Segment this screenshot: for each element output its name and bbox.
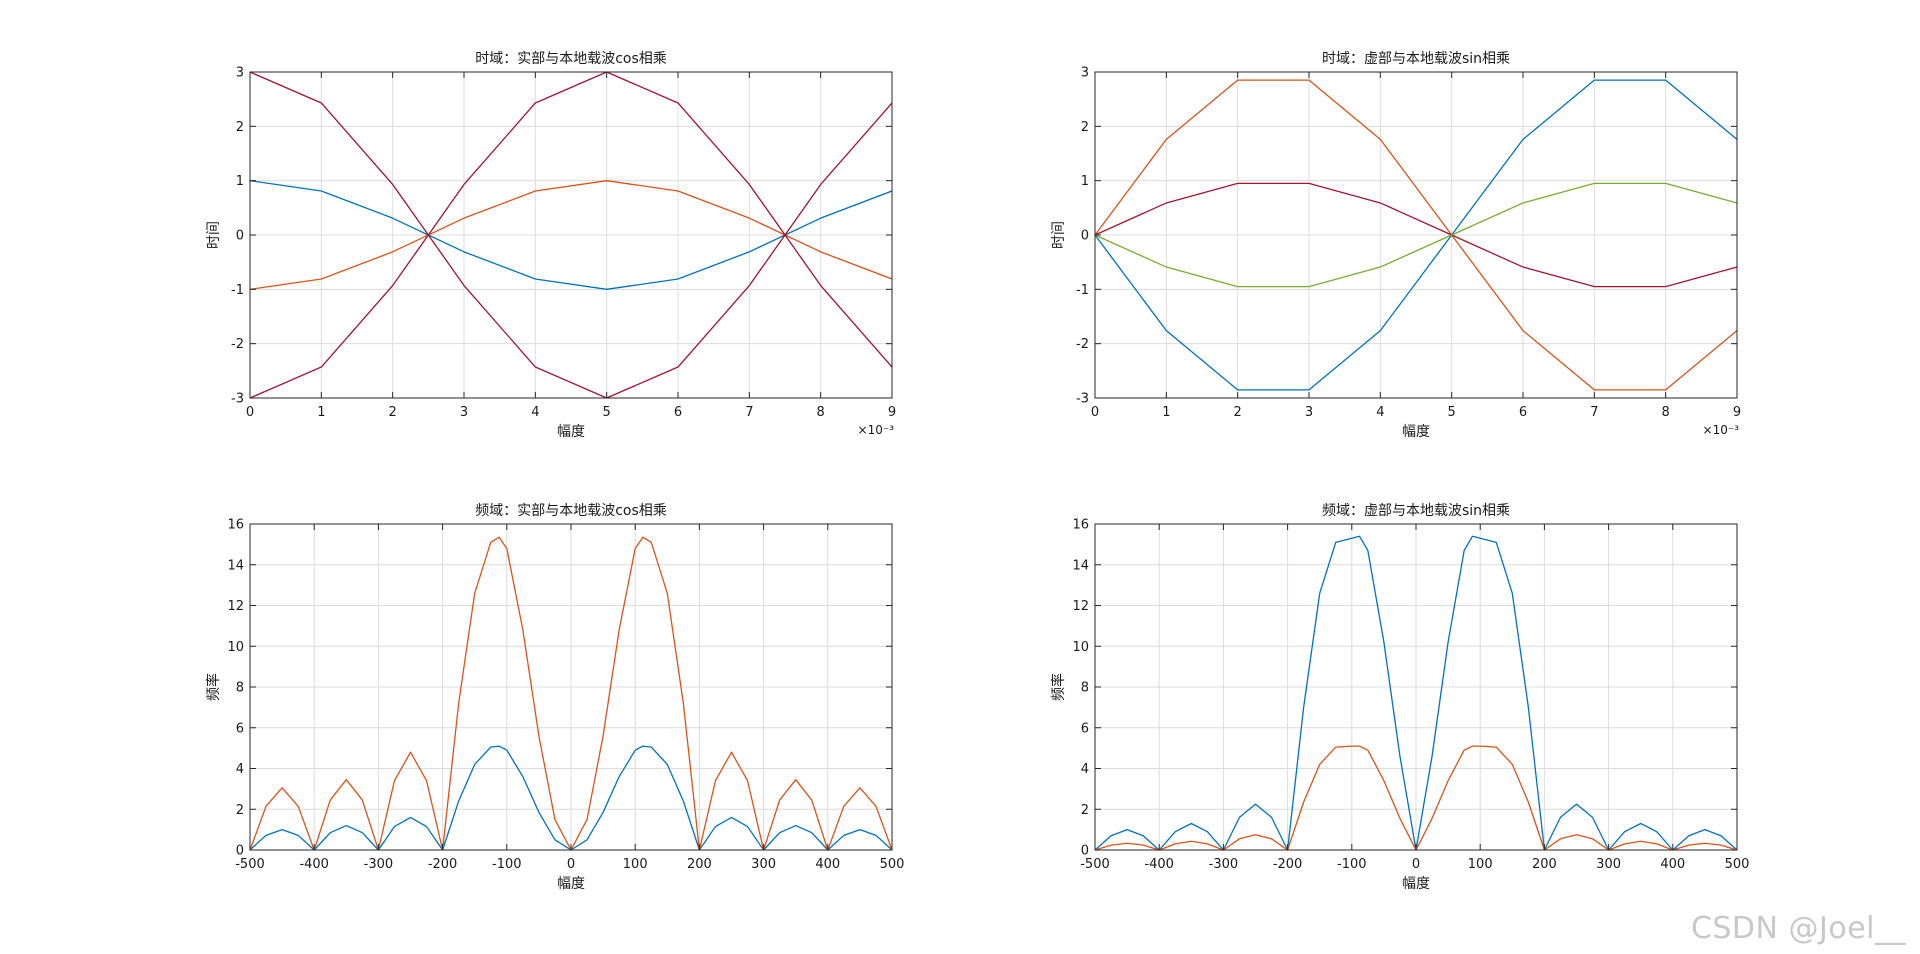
x-tick-label: 2	[1234, 405, 1242, 420]
y-tick-label: 8	[236, 681, 244, 696]
x-tick-label: 300	[751, 857, 776, 872]
y-tick-label: 10	[1072, 640, 1089, 655]
y-tick-label: -1	[1076, 283, 1089, 298]
x-tick-label: 0	[246, 405, 254, 420]
x-tick-label: 400	[815, 857, 840, 872]
x-tick-label: 3	[1305, 405, 1313, 420]
watermark-text: CSDN @Joel__	[1690, 911, 1906, 946]
x-tick-label: 200	[687, 857, 712, 872]
y-tick-label: 10	[227, 640, 244, 655]
y-tick-label: 1	[1081, 174, 1089, 189]
x-tick-label: -100	[1337, 857, 1367, 872]
x-tick-label: 400	[1660, 857, 1685, 872]
x-tick-label: 300	[1596, 857, 1621, 872]
y-tick-label: -3	[1076, 392, 1089, 407]
x-axis-exponent: ×10⁻³	[858, 423, 895, 437]
series-line-4	[249, 71, 893, 399]
y-tick-label: 12	[227, 599, 244, 614]
y-tick-label: 3	[236, 66, 244, 81]
y-tick-label: 16	[227, 518, 244, 533]
x-tick-label: 100	[1468, 857, 1493, 872]
y-tick-label: 6	[1081, 721, 1089, 736]
x-tick-label: 0	[567, 857, 575, 872]
x-tick-label: 1	[1162, 405, 1170, 420]
series-line-3	[1094, 182, 1738, 288]
x-tick-label: 3	[460, 405, 468, 420]
x-tick-label: 9	[888, 405, 896, 420]
y-tick-label: 1	[236, 174, 244, 189]
x-axis-label: 幅度	[1402, 876, 1430, 892]
x-tick-label: 500	[1725, 857, 1750, 872]
series-line-2	[1094, 79, 1738, 391]
series-line-1	[1094, 79, 1738, 391]
x-axis-label: 幅度	[557, 424, 585, 440]
y-tick-label: 0	[1081, 844, 1089, 859]
x-tick-label: 7	[745, 405, 753, 420]
y-tick-label: 0	[1081, 229, 1089, 244]
y-tick-label: 12	[1072, 599, 1089, 614]
x-tick-label: 0	[1412, 857, 1420, 872]
y-tick-label: 2	[1081, 120, 1089, 135]
x-tick-label: -400	[299, 857, 329, 872]
x-tick-label: 1	[317, 405, 325, 420]
x-tick-label: -400	[1144, 857, 1174, 872]
x-tick-label: 2	[389, 405, 397, 420]
y-tick-label: 0	[236, 844, 244, 859]
y-tick-label: 3	[1081, 66, 1089, 81]
y-axis-label: 时间	[1051, 221, 1067, 249]
x-axis-exponent: ×10⁻³	[1703, 423, 1740, 437]
chart-title: 时域：实部与本地载波cos相乘	[475, 51, 667, 67]
y-tick-label: 2	[236, 120, 244, 135]
x-tick-label: 4	[531, 405, 539, 420]
x-tick-label: 8	[817, 405, 825, 420]
x-tick-label: 200	[1532, 857, 1557, 872]
y-tick-label: 0	[236, 229, 244, 244]
x-tick-label: -500	[235, 857, 265, 872]
y-tick-label: 6	[236, 721, 244, 736]
y-axis-label: 频率	[1050, 673, 1067, 701]
y-tick-label: 4	[1081, 762, 1089, 777]
y-tick-label: 2	[1081, 803, 1089, 818]
x-axis-label: 幅度	[1402, 424, 1430, 440]
y-tick-label: 8	[1081, 681, 1089, 696]
x-tick-label: 100	[623, 857, 648, 872]
y-tick-label: 14	[1072, 558, 1089, 573]
y-tick-label: -2	[231, 337, 244, 352]
y-axis-label: 频率	[205, 673, 222, 701]
chart-title: 时域：虚部与本地载波sin相乘	[1322, 51, 1510, 67]
x-tick-label: -500	[1080, 857, 1110, 872]
y-tick-label: -2	[1076, 337, 1089, 352]
x-tick-label: 6	[674, 405, 682, 420]
y-tick-label: 14	[227, 558, 244, 573]
x-tick-label: -300	[364, 857, 394, 872]
x-tick-label: -100	[492, 857, 522, 872]
subplot-3: -500 -400 -300 -200 -100 0 100 200 300 400 500 0 2 4 6…	[205, 503, 904, 892]
x-tick-label: 0	[1091, 405, 1099, 420]
x-tick-label: 6	[1519, 405, 1527, 420]
x-tick-label: 7	[1590, 405, 1598, 420]
y-tick-label: 4	[236, 762, 244, 777]
x-tick-label: -200	[1273, 857, 1303, 872]
x-axis-label: 幅度	[557, 876, 585, 892]
y-tick-label: 2	[236, 803, 244, 818]
y-axis-label: 时间	[206, 221, 222, 249]
x-tick-label: 500	[880, 857, 905, 872]
subplot-4: -500 -400 -300 -200 -100 0 100 200 300 400 500 0 2 4 6…	[1050, 503, 1749, 892]
x-tick-label: 4	[1376, 405, 1384, 420]
x-tick-label: 8	[1662, 405, 1670, 420]
y-tick-label: -3	[231, 392, 244, 407]
y-tick-label: 16	[1072, 518, 1089, 533]
x-tick-label: -300	[1209, 857, 1239, 872]
chart-title: 频域：虚部与本地载波sin相乘	[1322, 503, 1510, 519]
x-tick-label: 5	[1448, 405, 1456, 420]
x-tick-label: 9	[1733, 405, 1741, 420]
y-tick-label: -1	[231, 283, 244, 298]
x-tick-label: -200	[428, 857, 458, 872]
x-tick-label: 5	[603, 405, 611, 420]
series-line-4	[1094, 182, 1738, 288]
chart-title: 频域：实部与本地载波cos相乘	[475, 503, 667, 519]
